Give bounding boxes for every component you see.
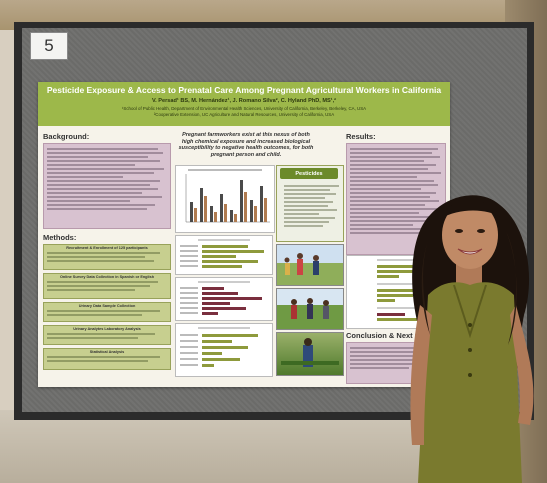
- hbar-chart-3: [175, 323, 273, 377]
- results-heading: Results:: [346, 132, 376, 141]
- farmworker-photo-3: [276, 332, 344, 376]
- hbar-chart-2: [175, 277, 273, 321]
- methods-step-2-label: Online Survey Data Collection in Spanish…: [59, 275, 155, 279]
- bar-chart-panel: [175, 165, 275, 233]
- results-textbox: [346, 143, 446, 255]
- methods-step-5-label: Statistical Analysis: [89, 350, 125, 354]
- bar-group: [190, 180, 267, 222]
- pesticides-box: Pesticides: [276, 165, 344, 242]
- center-statement: Pregnant farmworkers exist at this nexus…: [178, 132, 314, 158]
- poster-header: Pesticide Exposure & Access to Prenatal …: [38, 82, 450, 126]
- booth-number: 5: [44, 36, 54, 55]
- results-bar-charts-graphic: [377, 259, 435, 321]
- booth-number-card: 5: [30, 32, 68, 60]
- hbar-chart-1-graphic: [180, 239, 264, 268]
- pesticides-tag: Pesticides: [280, 168, 338, 179]
- methods-step-2: Online Survey Data Collection in Spanish…: [43, 273, 171, 299]
- methods-step-4: Urinary Analytes Laboratory Analysis: [43, 325, 171, 345]
- results-section: Results:: [346, 132, 376, 143]
- methods-step-5: Statistical Analysis: [43, 348, 171, 370]
- hbar-chart-3-graphic: [180, 327, 258, 367]
- research-poster: Pesticide Exposure & Access to Prenatal …: [38, 82, 450, 387]
- affiliation-1: ¹School of Public Health, Department of …: [121, 106, 367, 111]
- hbar-chart-2-graphic: [180, 281, 262, 315]
- methods-step-3-label: Urinary Data Sample Collection: [78, 304, 136, 308]
- poster-authors: V. Persad¹ BS, M. Hernández¹, J. Romano …: [151, 98, 337, 104]
- background-heading: Background:: [43, 132, 90, 141]
- pesticides-tag-label: Pesticides: [295, 170, 323, 177]
- methods-step-4-label: Urinary Analytes Laboratory Analysis: [73, 327, 141, 331]
- affiliation-2: ²Cooperative Extension, UC Agriculture a…: [153, 111, 335, 117]
- conclusion-heading: Conclusion & Next Steps:: [346, 331, 438, 340]
- methods-heading: Methods:: [43, 233, 77, 242]
- methods-step-1-label: Recruitment & Enrollment of 125 particip…: [66, 246, 148, 250]
- farmworker-photo-1: [276, 244, 344, 286]
- background-section: Background: Methods: Recruitment & Enrol…: [43, 132, 171, 370]
- bar-chart-graphic: [185, 169, 270, 223]
- presenter-person: [390, 175, 547, 483]
- methods-step-1: Recruitment & Enrollment of 125 particip…: [43, 244, 171, 270]
- poster-title: Pesticide Exposure & Access to Prenatal …: [46, 85, 442, 95]
- poster-affiliations: ¹School of Public Health, Department of …: [44, 106, 444, 117]
- methods-step-3: Urinary Data Sample Collection: [43, 302, 171, 322]
- hbar-chart-1: [175, 235, 273, 275]
- farmworker-photo-2: [276, 288, 344, 330]
- background-textbox: [43, 143, 171, 229]
